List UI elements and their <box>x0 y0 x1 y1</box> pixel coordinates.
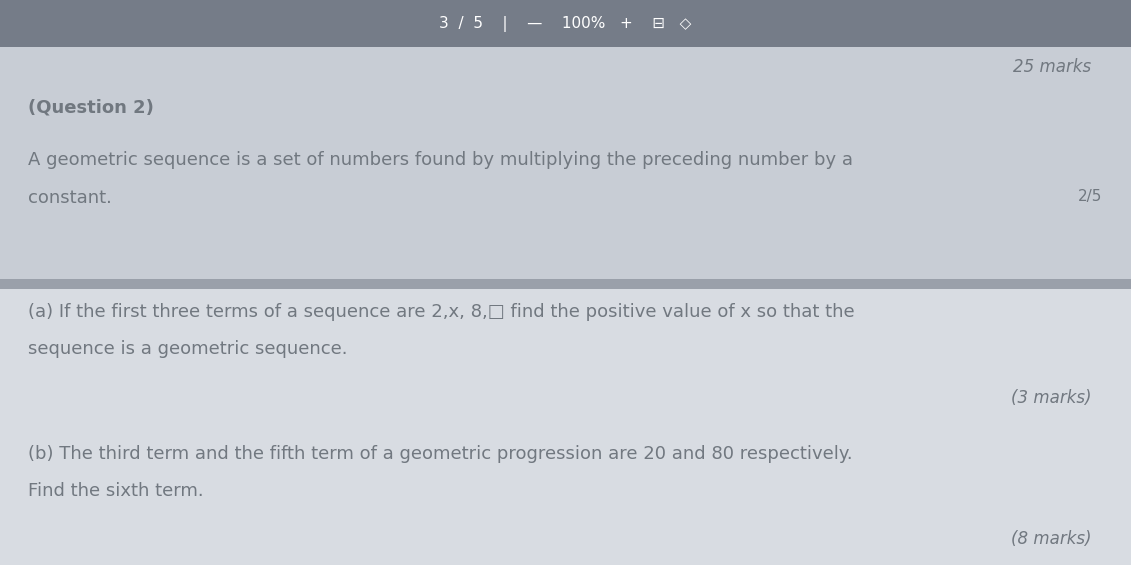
Text: (3 marks): (3 marks) <box>1011 389 1091 407</box>
Text: 3  /  5    |    —    100%   +    ⊟   ◇: 3 / 5 | — 100% + ⊟ ◇ <box>439 15 692 32</box>
Text: (b) The third term and the fifth term of a geometric progression are 20 and 80 r: (b) The third term and the fifth term of… <box>28 445 853 463</box>
Text: Find the sixth term.: Find the sixth term. <box>28 482 204 500</box>
Bar <box>0 279 1131 289</box>
Bar <box>0 289 1131 565</box>
Text: 2/5: 2/5 <box>1078 189 1103 203</box>
Text: sequence is a geometric sequence.: sequence is a geometric sequence. <box>28 340 347 358</box>
Text: (Question 2): (Question 2) <box>28 98 154 116</box>
Text: 25 marks: 25 marks <box>1013 58 1091 76</box>
Bar <box>0 0 1131 47</box>
Text: A geometric sequence is a set of numbers found by multiplying the preceding numb: A geometric sequence is a set of numbers… <box>28 151 853 170</box>
Text: (8 marks): (8 marks) <box>1011 531 1091 549</box>
Text: (a) If the first three terms of a sequence are 2,x, 8,□ find the positive value : (a) If the first three terms of a sequen… <box>28 303 855 321</box>
Text: constant.: constant. <box>28 189 112 207</box>
Bar <box>0 47 1131 279</box>
